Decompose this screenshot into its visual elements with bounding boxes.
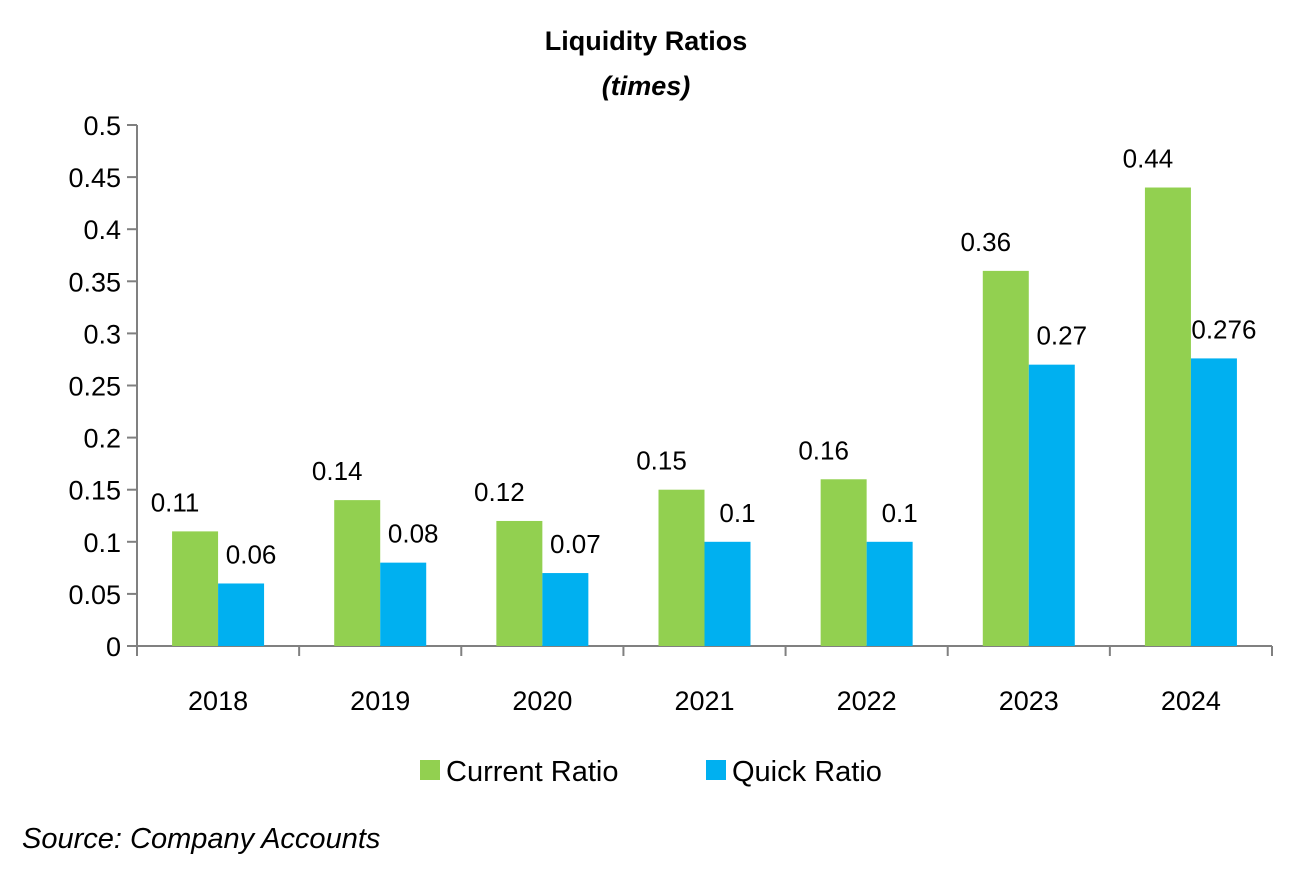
data-label-quick-ratio: 0.276 [1191, 314, 1256, 344]
bars [172, 187, 1237, 646]
data-label-current-ratio: 0.16 [798, 435, 849, 465]
bar-current-ratio [1144, 187, 1191, 646]
x-tick-label: 2019 [350, 686, 410, 716]
bar-quick-ratio [218, 583, 265, 646]
y-tick-label: 0 [106, 632, 121, 662]
bar-current-ratio [982, 270, 1029, 646]
data-label-quick-ratio: 0.1 [882, 498, 918, 528]
data-label-quick-ratio: 0.07 [550, 529, 601, 559]
bar-quick-ratio [1028, 364, 1075, 646]
data-label-quick-ratio: 0.27 [1036, 321, 1087, 351]
chart-title: Liquidity Ratios [545, 26, 748, 56]
legend-label-quick-ratio: Quick Ratio [732, 756, 882, 788]
source-note: Source: Company Accounts [22, 823, 380, 855]
bar-quick-ratio [866, 541, 913, 646]
legend-swatch-current-ratio [420, 760, 440, 780]
data-label-quick-ratio: 0.06 [226, 539, 277, 569]
bar-quick-ratio [542, 573, 589, 646]
legend-swatch-quick-ratio [706, 760, 726, 780]
data-label-quick-ratio: 0.08 [388, 519, 439, 549]
bar-quick-ratio [380, 562, 427, 646]
chart-subtitle: (times) [602, 71, 691, 101]
legend: Current Ratio Quick Ratio [420, 756, 882, 788]
x-tick-label: 2023 [999, 686, 1059, 716]
data-label-current-ratio: 0.14 [312, 456, 363, 486]
bar-current-ratio [334, 500, 381, 646]
y-tick-label: 0.45 [68, 163, 121, 193]
y-tick-label: 0.15 [68, 476, 121, 506]
bar-current-ratio [496, 520, 543, 646]
x-tick-label: 2022 [837, 686, 897, 716]
bar-quick-ratio [1190, 358, 1237, 646]
y-tick-label: 0.25 [68, 372, 121, 402]
y-tick-label: 0.4 [83, 215, 121, 245]
data-label-current-ratio: 0.11 [151, 487, 200, 517]
bar-current-ratio [658, 489, 705, 646]
legend-label-current-ratio: Current Ratio [446, 756, 618, 788]
data-label-quick-ratio: 0.1 [719, 498, 755, 528]
x-tick-label: 2018 [188, 686, 248, 716]
x-tick-label: 2021 [674, 686, 734, 716]
data-label-current-ratio: 0.15 [636, 446, 687, 476]
bar-quick-ratio [704, 541, 751, 646]
y-tick-label: 0.35 [68, 267, 121, 297]
data-label-current-ratio: 0.44 [1123, 144, 1174, 174]
data-label-current-ratio: 0.36 [960, 227, 1011, 257]
y-tick-label: 0.05 [68, 580, 121, 610]
x-tick-label: 2020 [512, 686, 572, 716]
y-tick-label: 0.5 [83, 111, 121, 141]
x-tick-label: 2024 [1161, 686, 1221, 716]
y-tick-label: 0.1 [83, 528, 121, 558]
data-label-current-ratio: 0.12 [474, 477, 525, 507]
x-axis: 2018 2019 2020 2021 2022 2023 2024 [136, 645, 1273, 716]
bar-current-ratio [820, 479, 867, 646]
bar-current-ratio [172, 531, 219, 646]
y-tick-label: 0.2 [83, 424, 121, 454]
y-axis: 0 0.05 0.1 0.15 0.2 0.25 0.3 0.35 0.4 0.45 0.5 [68, 111, 138, 662]
y-tick-label: 0.3 [83, 319, 121, 349]
data-labels: 0.11 0.14 0.12 0.15 0.16 0.36 0.44 0.06 0.08 0.07… [151, 144, 1257, 570]
